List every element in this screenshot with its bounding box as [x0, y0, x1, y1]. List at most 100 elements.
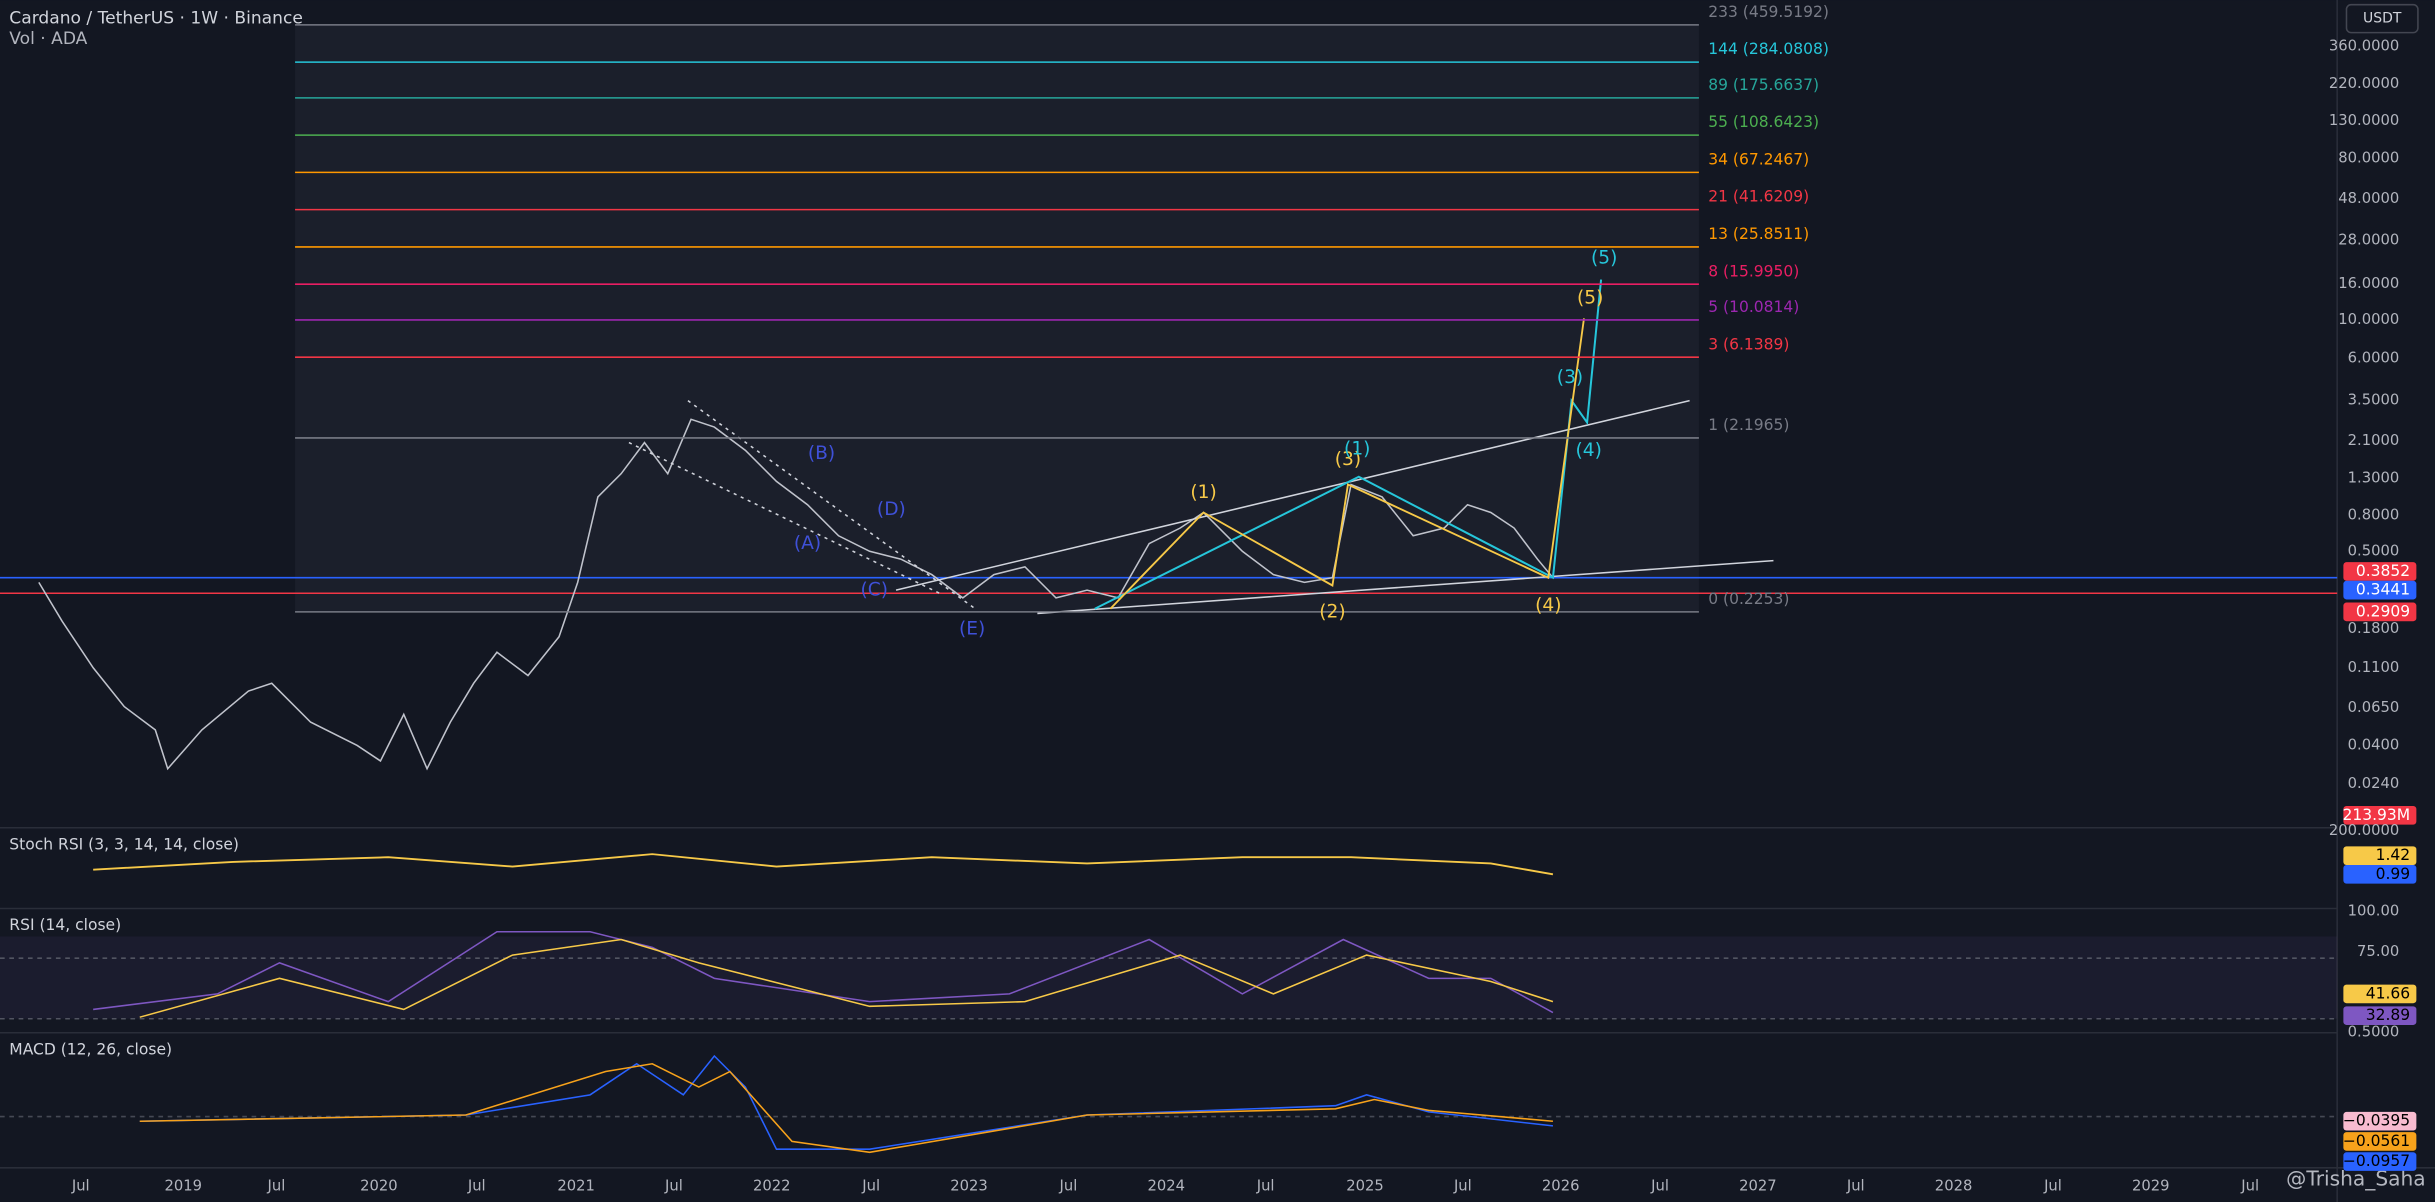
time-tick: Jul — [467, 1177, 486, 1194]
rsi-band — [0, 936, 2338, 1019]
wave-label: (5) — [1591, 247, 1617, 268]
fib-label: 3 (6.1389) — [1708, 335, 1789, 353]
time-tick: 2023 — [950, 1177, 988, 1194]
time-tick: Jul — [664, 1177, 683, 1194]
price-badge-label: 0.2909 — [2356, 602, 2410, 620]
price-tick: 0.1100 — [2348, 659, 2400, 676]
pane-badge-label: 32.89 — [2366, 1006, 2410, 1024]
wave-label: (3) — [1335, 449, 1361, 470]
fib-label: 34 (67.2467) — [1708, 150, 1809, 168]
currency-button[interactable] — [2345, 3, 2419, 34]
price-tick: 6.0000 — [2348, 350, 2400, 367]
wave-path — [1094, 279, 1603, 610]
wave-label: (3) — [1557, 367, 1583, 388]
price-tick: 0.0650 — [2348, 699, 2400, 716]
pane-tick: 200.0000 — [2329, 822, 2399, 839]
pane-title: RSI (14, close) — [9, 916, 121, 934]
price-badge-label: 213.93M — [2342, 806, 2410, 824]
time-tick: 2026 — [1542, 1177, 1580, 1194]
fib-label: 5 (10.0814) — [1708, 298, 1799, 316]
wave-label: (5) — [1577, 288, 1603, 309]
time-tick: 2021 — [557, 1177, 595, 1194]
fib-label: 55 (108.6423) — [1708, 113, 1819, 131]
wave-label: (B) — [808, 443, 835, 464]
price-tick: 1.3000 — [2348, 469, 2400, 486]
pane-title: Stoch RSI (3, 3, 14, 14, close) — [9, 835, 239, 853]
fib-label: 1 (2.1965) — [1708, 416, 1789, 434]
time-tick: Jul — [1453, 1177, 1472, 1194]
watermark: @Trisha_Saha — [2286, 1167, 2425, 1191]
time-tick: 2028 — [1935, 1177, 1973, 1194]
price-tick: 2.1000 — [2348, 432, 2400, 449]
price-tick: 220.0000 — [2329, 75, 2399, 92]
price-badge-label: 0.3441 — [2356, 581, 2410, 599]
pane-tick: 75.00 — [2357, 943, 2399, 960]
wave-label: (4) — [1575, 440, 1601, 461]
fib-label: 144 (284.0808) — [1708, 40, 1829, 58]
time-tick: Jul — [267, 1177, 286, 1194]
pane-badge — [2343, 846, 2417, 865]
wave-label: (4) — [1535, 595, 1561, 616]
pane-badge-label: 41.66 — [2366, 984, 2410, 1002]
wave-label: (C) — [861, 580, 889, 601]
price-tick: 0.0240 — [2348, 775, 2400, 792]
time-tick: Jul — [71, 1177, 90, 1194]
fib-zone — [295, 24, 1699, 612]
time-tick: 2020 — [360, 1177, 398, 1194]
price-tick: 360.0000 — [2329, 38, 2399, 55]
time-tick: Jul — [1846, 1177, 1865, 1194]
time-tick: 2024 — [1147, 1177, 1185, 1194]
pane-badge-label: −0.0395 — [2343, 1112, 2410, 1130]
time-tick: Jul — [2043, 1177, 2062, 1194]
fib-label: 233 (459.5192) — [1708, 3, 1829, 21]
signal-line — [139, 1062, 1554, 1154]
price-badge — [2343, 805, 2417, 825]
price-tick: 10.0000 — [2338, 311, 2399, 328]
time-tick: Jul — [2240, 1177, 2259, 1194]
wave-label: (D) — [877, 499, 906, 520]
channel-line — [687, 400, 976, 610]
wave-label: (A) — [794, 533, 821, 554]
pane-badge — [2343, 1006, 2417, 1025]
time-tick: Jul — [1059, 1177, 1078, 1194]
price-tick: 3.5000 — [2348, 392, 2400, 409]
wave-label: (1) — [1190, 482, 1216, 503]
price-tick: 48.0000 — [2338, 190, 2399, 207]
pane-badge-label: −0.0561 — [2343, 1132, 2410, 1150]
price-tick: 0.0400 — [2348, 736, 2400, 753]
fib-label: 13 (25.8511) — [1708, 225, 1809, 243]
price-tick: 28.0000 — [2338, 232, 2399, 249]
wave-label: (2) — [1319, 601, 1345, 622]
pane-badge — [2343, 984, 2417, 1004]
time-tick: Jul — [1256, 1177, 1275, 1194]
pane-tick: 0.5000 — [2348, 1024, 2400, 1041]
pane-tick: 100.00 — [2348, 903, 2400, 920]
pane-badge-label: 0.99 — [2376, 865, 2411, 883]
time-tick: 2029 — [2132, 1177, 2170, 1194]
price-badge-label: 0.3852 — [2356, 562, 2410, 580]
price-badge — [2343, 602, 2417, 622]
price-badge — [2343, 580, 2417, 600]
price-tick: 80.0000 — [2338, 149, 2399, 166]
time-tick: 2019 — [164, 1177, 202, 1194]
pane-badge-label: −0.0957 — [2343, 1152, 2410, 1170]
currency[interactable]: USDT — [2363, 11, 2402, 27]
fib-label: 8 (15.9950) — [1708, 262, 1799, 280]
price-path — [38, 418, 1554, 771]
time-tick: 2022 — [753, 1177, 791, 1194]
fib-label: 89 (175.6637) — [1708, 76, 1819, 94]
pane-title: MACD (12, 26, close) — [9, 1040, 172, 1058]
pane-badge — [2343, 1152, 2417, 1171]
fib-label: 0 (0.2253) — [1708, 590, 1789, 608]
rsi-ma — [139, 938, 1554, 1018]
pane-badge — [2343, 1132, 2417, 1151]
price-tick: 0.1800 — [2348, 620, 2400, 637]
pane-badge — [2343, 864, 2417, 884]
trend-line — [895, 399, 1690, 591]
price-tick: 16.0000 — [2338, 275, 2399, 292]
trend-line — [1037, 559, 1774, 615]
wave-label: (E) — [959, 618, 985, 639]
pane-badge — [2343, 1111, 2417, 1131]
